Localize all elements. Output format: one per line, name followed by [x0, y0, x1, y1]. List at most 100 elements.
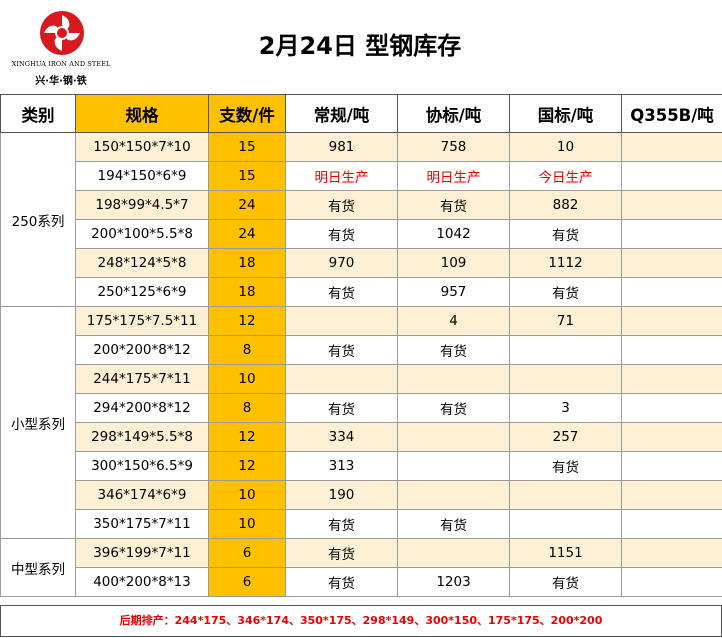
count-cell: 18 [208, 248, 286, 278]
count-cell: 8 [208, 393, 286, 423]
table-row: 300*150*6.5*9 12 313 有货 [1, 451, 722, 481]
national-standard-ton-cell [509, 364, 622, 394]
table-row: 200*200*8*12 8 有货 有货 [1, 335, 722, 365]
national-standard-ton-cell: 10 [509, 132, 622, 162]
spec-cell: 400*200*8*13 [75, 567, 209, 597]
count-cell: 24 [208, 190, 286, 220]
regular-ton-cell: 981 [285, 132, 398, 162]
col-header-regular: 常规/吨 [285, 94, 398, 133]
spec-cell: 244*175*7*11 [75, 364, 209, 394]
q355b-ton-cell [621, 422, 722, 452]
national-standard-ton-cell: 1112 [509, 248, 622, 278]
spec-cell: 300*150*6.5*9 [75, 451, 209, 481]
spec-cell: 194*150*6*9 [75, 161, 209, 191]
table-row: 200*100*5.5*8 24 有货 1042 有货 [1, 219, 722, 249]
national-standard-ton-cell: 有货 [509, 277, 622, 307]
count-cell: 10 [208, 509, 286, 539]
table-row: 298*149*5.5*8 12 334 257 [1, 422, 722, 452]
col-header-spec: 规格 [75, 94, 209, 133]
q355b-ton-cell [621, 219, 722, 249]
spec-cell: 200*100*5.5*8 [75, 219, 209, 249]
count-cell: 10 [208, 480, 286, 510]
q355b-ton-cell [621, 538, 722, 568]
page-title: 2月24日 型钢库存 [258, 32, 462, 60]
xie-standard-ton-cell [397, 480, 510, 510]
national-standard-ton-cell: 3 [509, 393, 622, 423]
q355b-ton-cell [621, 393, 722, 423]
category-cell: 小型系列 [0, 306, 76, 539]
national-standard-ton-cell: 1151 [509, 538, 622, 568]
spec-cell: 294*200*8*12 [75, 393, 209, 423]
national-standard-ton-cell: 有货 [509, 219, 622, 249]
spec-cell: 298*149*5.5*8 [75, 422, 209, 452]
national-standard-ton-cell: 有货 [509, 567, 622, 597]
xie-standard-ton-cell: 有货 [397, 335, 510, 365]
regular-ton-cell [285, 364, 398, 394]
logo-english-name: XINGHUA IRON AND STEEL [11, 60, 111, 68]
spec-cell: 198*99*4.5*7 [75, 190, 209, 220]
table-header-row: 类别 规格 支数/件 常规/吨 协标/吨 国标/吨 Q355B/吨 [0, 94, 722, 133]
col-header-count: 支数/件 [208, 94, 286, 133]
q355b-ton-cell [621, 248, 722, 278]
spec-cell: 150*150*7*10 [75, 132, 209, 162]
table-row: 248*124*5*8 18 970 109 1112 [1, 248, 722, 278]
company-logo: XINGHUA IRON AND STEEL 兴·华·钢·铁 [6, 8, 116, 90]
national-standard-ton-cell: 257 [509, 422, 622, 452]
national-standard-ton-cell: 882 [509, 190, 622, 220]
national-standard-ton-cell [509, 509, 622, 539]
xie-standard-ton-cell: 有货 [397, 393, 510, 423]
regular-ton-cell: 有货 [285, 538, 398, 568]
national-standard-ton-cell [509, 335, 622, 365]
xie-standard-ton-cell: 109 [397, 248, 510, 278]
count-cell: 6 [208, 538, 286, 568]
category-cell: 250系列 [0, 132, 76, 307]
future-production-note: 后期排产：244*175、346*174、350*175、298*149、300… [0, 605, 722, 637]
q355b-ton-cell [621, 132, 722, 162]
spec-cell: 200*200*8*12 [75, 335, 209, 365]
regular-ton-cell: 有货 [285, 509, 398, 539]
xie-standard-ton-cell: 957 [397, 277, 510, 307]
regular-ton-cell: 有货 [285, 219, 398, 249]
count-cell: 10 [208, 364, 286, 394]
logo-chinese-name: 兴·华·钢·铁 [35, 76, 87, 87]
xie-standard-ton-cell [397, 538, 510, 568]
regular-ton-cell: 明日生产 [285, 161, 398, 191]
xie-standard-ton-cell: 明日生产 [397, 161, 510, 191]
q355b-ton-cell [621, 480, 722, 510]
national-standard-ton-cell [509, 480, 622, 510]
spec-cell: 346*174*6*9 [75, 480, 209, 510]
regular-ton-cell: 970 [285, 248, 398, 278]
count-cell: 18 [208, 277, 286, 307]
regular-ton-cell: 有货 [285, 567, 398, 597]
national-standard-ton-cell: 有货 [509, 451, 622, 481]
table-row: 250*125*6*9 18 有货 957 有货 [1, 277, 722, 307]
count-cell: 12 [208, 451, 286, 481]
regular-ton-cell: 有货 [285, 190, 398, 220]
regular-ton-cell: 334 [285, 422, 398, 452]
q355b-ton-cell [621, 364, 722, 394]
spec-cell: 250*125*6*9 [75, 277, 209, 307]
regular-ton-cell: 有货 [285, 335, 398, 365]
table-row: 小型系列 175*175*7.5*11 12 4 71 [0, 306, 722, 539]
xie-standard-ton-cell: 有货 [397, 509, 510, 539]
regular-ton-cell: 有货 [285, 277, 398, 307]
q355b-ton-cell [621, 306, 722, 336]
table-row: 198*99*4.5*7 24 有货 有货 882 [1, 190, 722, 220]
count-cell: 15 [208, 161, 286, 191]
q355b-ton-cell [621, 451, 722, 481]
q355b-ton-cell [621, 161, 722, 191]
table-row: 194*150*6*9 15 明日生产 明日生产 今日生产 [1, 161, 722, 191]
q355b-ton-cell [621, 277, 722, 307]
regular-ton-cell [285, 306, 398, 336]
count-cell: 8 [208, 335, 286, 365]
xie-standard-ton-cell: 1203 [397, 567, 510, 597]
spec-cell: 175*175*7.5*11 [75, 306, 209, 336]
national-standard-ton-cell: 71 [509, 306, 622, 336]
col-header-guo: 国标/吨 [509, 94, 622, 133]
table-row: 244*175*7*11 10 [1, 364, 722, 394]
category-cell: 中型系列 [0, 538, 76, 597]
q355b-ton-cell [621, 335, 722, 365]
xie-standard-ton-cell: 758 [397, 132, 510, 162]
table-row: 294*200*8*12 8 有货 有货 3 [1, 393, 722, 423]
count-cell: 15 [208, 132, 286, 162]
